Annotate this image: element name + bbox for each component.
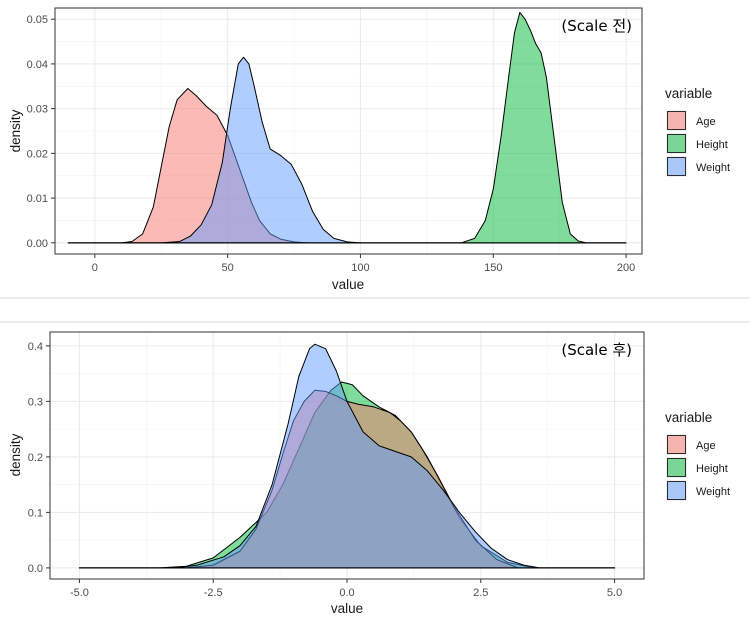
y-tick-label: 0.04 [27, 59, 48, 71]
chart-annotation: (Scale 전) [561, 17, 632, 35]
legend-label-weight: Weight [696, 486, 730, 498]
x-tick-label: 200 [617, 262, 635, 274]
legend: variable Age Height Weight [665, 410, 730, 501]
legend-swatch-height [667, 134, 686, 153]
y-axis: 0.0 0.1 0.2 0.3 0.4 [28, 341, 50, 575]
legend-swatch-height [667, 458, 686, 477]
density-chart-after-scale: 0.0 0.1 0.2 0.3 0.4 -5.0 -2.5 0.0 2.5 5.0 (Scale… [8, 331, 730, 616]
x-axis-title: value [331, 601, 363, 616]
y-tick-label: 0.3 [28, 396, 43, 408]
y-tick-label: 0.03 [27, 104, 48, 116]
y-axis-title: density [8, 109, 23, 152]
density-area-weight [67, 56, 627, 244]
legend-swatch-weight [667, 157, 686, 176]
x-axis-title: value [332, 277, 364, 292]
density-areas [78, 343, 616, 569]
density-area-height [67, 11, 627, 244]
density-chart-before-scale: 0.00 0.01 0.02 0.03 0.04 0.05 0 50 100 150 200 (S… [8, 7, 730, 292]
x-tick-label: 150 [484, 262, 502, 274]
legend-label-weight: Weight [696, 162, 730, 174]
legend-swatch-weight [667, 481, 686, 500]
legend-label-age: Age [696, 440, 716, 452]
legend-title: variable [665, 410, 712, 425]
x-tick-label: -5.0 [70, 587, 89, 599]
y-tick-label: 0.0 [28, 563, 43, 575]
density-area-weight [78, 343, 616, 569]
plot-border [54, 7, 643, 255]
x-tick-label: 0 [92, 262, 98, 274]
density-areas [67, 11, 627, 244]
y-tick-label: 0.4 [28, 341, 43, 353]
x-axis: -5.0 -2.5 0.0 2.5 5.0 [70, 579, 622, 599]
y-tick-label: 0.05 [27, 14, 48, 26]
x-tick-label: 5.0 [607, 587, 622, 599]
y-tick-label: 0.01 [27, 193, 48, 205]
y-tick-label: 0.1 [28, 507, 43, 519]
x-tick-label: -2.5 [204, 587, 223, 599]
x-tick-label: 2.5 [473, 587, 488, 599]
legend-label-age: Age [696, 116, 716, 128]
legend: variable Age Height Weight [665, 86, 730, 177]
legend-label-height: Height [696, 463, 728, 475]
x-tick-label: 100 [351, 262, 369, 274]
y-tick-label: 0.02 [27, 148, 48, 160]
legend-label-height: Height [696, 139, 728, 151]
legend-swatch-age [667, 435, 686, 454]
x-axis: 0 50 100 150 200 [92, 254, 635, 274]
x-tick-label: 50 [222, 262, 234, 274]
y-axis-title: density [8, 433, 23, 476]
legend-title: variable [665, 86, 712, 101]
y-tick-label: 0.00 [27, 238, 48, 250]
chart-annotation: (Scale 후) [561, 341, 632, 359]
legend-swatch-age [667, 111, 686, 130]
y-axis: 0.00 0.01 0.02 0.03 0.04 0.05 [27, 14, 55, 250]
x-tick-label: 0.0 [339, 587, 354, 599]
y-tick-label: 0.2 [28, 452, 43, 464]
